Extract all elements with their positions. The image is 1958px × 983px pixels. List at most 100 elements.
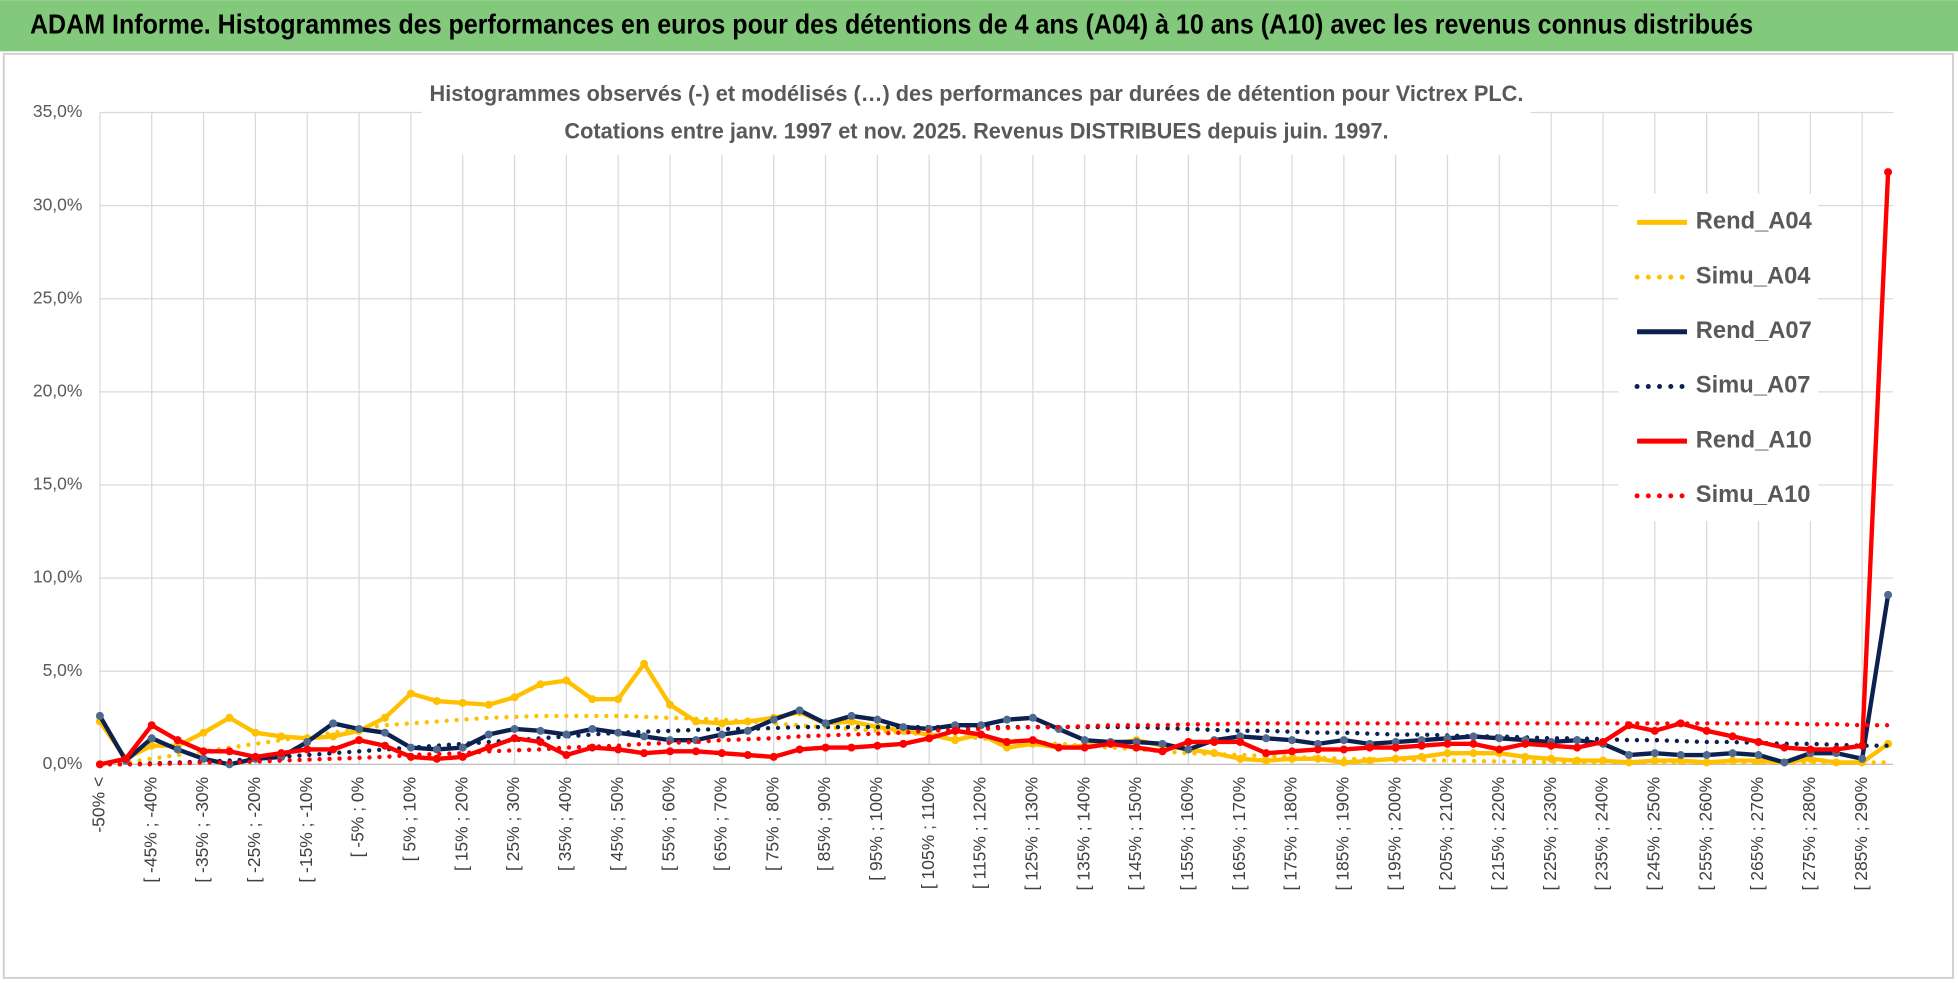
- x-tick-label: [ 225% ; 230%: [1540, 777, 1560, 891]
- data-point: [303, 738, 312, 746]
- data-point: [899, 739, 908, 748]
- data-point: [484, 700, 493, 709]
- x-tick-label: -50% <: [89, 777, 109, 833]
- data-point: [1495, 745, 1504, 754]
- data-point: [977, 730, 986, 739]
- data-point: [329, 745, 338, 754]
- data-point: [588, 724, 597, 733]
- y-tick-label: 35,0%: [33, 101, 83, 121]
- data-point: [925, 734, 934, 743]
- data-point: [147, 721, 156, 730]
- x-tick-label: [ 25% ; 30%: [503, 777, 523, 871]
- data-point: [873, 741, 882, 750]
- data-point: [303, 745, 312, 754]
- legend-label: Rend_A10: [1696, 427, 1812, 453]
- data-point: [1702, 726, 1711, 735]
- data-point: [355, 724, 364, 733]
- data-point: [1832, 745, 1841, 754]
- y-tick-label: 0,0%: [43, 753, 83, 773]
- data-point: [769, 752, 778, 761]
- x-tick-label: [ 45% ; 50%: [607, 777, 627, 871]
- data-point: [588, 743, 597, 752]
- data-point: [1262, 756, 1271, 765]
- data-point: [1624, 751, 1633, 760]
- series-line: [99, 172, 1891, 767]
- data-point: [640, 659, 649, 668]
- data-point: [1313, 739, 1322, 748]
- data-point: [1028, 736, 1037, 745]
- data-point: [743, 726, 752, 735]
- data-point: [951, 736, 960, 745]
- x-tick-label: [ 5% ; 10%: [400, 777, 420, 861]
- x-tick-label: [ 285% ; 290%: [1851, 777, 1871, 891]
- data-point: [1780, 743, 1789, 752]
- data-point: [562, 751, 571, 760]
- data-point: [1728, 749, 1737, 758]
- data-point: [847, 717, 856, 726]
- data-point: [1002, 738, 1011, 746]
- data-point: [1780, 758, 1789, 767]
- data-point: [251, 752, 260, 761]
- data-point: [199, 754, 208, 763]
- data-point: [1443, 749, 1452, 758]
- data-point: [1650, 749, 1659, 758]
- data-point: [1391, 738, 1400, 746]
- data-point: [1365, 743, 1374, 752]
- data-point: [899, 723, 908, 732]
- data-point: [1002, 715, 1011, 724]
- data-point: [640, 732, 649, 741]
- data-point: [510, 724, 519, 733]
- legend-label: Rend_A07: [1696, 318, 1812, 344]
- data-point: [1262, 734, 1271, 743]
- plot: [95, 168, 1893, 769]
- data-point: [614, 695, 623, 704]
- series-line: [98, 594, 1891, 767]
- data-point: [1236, 754, 1245, 763]
- x-tick-label: [ 185% ; 190%: [1332, 777, 1352, 891]
- x-tick-label: [ 195% ; 200%: [1384, 777, 1404, 891]
- x-tick-label: [ -15% ; -10%: [296, 777, 316, 883]
- grid: 0,0% 5,0% 10,0% 15,0% 20,0% 25,0% 30,0% 35,0% -5…: [33, 101, 1894, 891]
- data-point: [1495, 734, 1504, 743]
- data-point: [1236, 738, 1245, 746]
- chart-subtitle: Histogrammes observés (-) et modélisés (…: [430, 81, 1524, 106]
- y-tick-label: 30,0%: [33, 194, 83, 214]
- data-point: [1806, 745, 1815, 754]
- x-tick-label: [ 125% ; 130%: [1021, 777, 1041, 891]
- data-point: [717, 719, 726, 728]
- series-line: [97, 721, 1891, 767]
- data-point: [1754, 738, 1763, 746]
- x-tick-label: [ 155% ; 160%: [1177, 777, 1197, 891]
- data-point: [1080, 736, 1089, 745]
- data-point: [329, 732, 338, 741]
- data-point: [277, 732, 286, 741]
- data-point: [380, 713, 389, 722]
- data-point: [951, 721, 960, 730]
- data-point: [510, 734, 519, 743]
- data-point: [380, 728, 389, 737]
- data-point: [1754, 751, 1763, 760]
- data-point: [173, 736, 182, 745]
- legend: Rend_A04 Simu_A04 Rend_A07 Simu_A07 Rend_A10…: [1618, 193, 1819, 521]
- x-tick-label: [ 215% ; 220%: [1488, 777, 1508, 891]
- legend-label: Rend_A04: [1696, 209, 1813, 235]
- data-point: [277, 749, 286, 758]
- data-point: [1521, 752, 1530, 761]
- data-point: [1573, 743, 1582, 752]
- data-point: [1080, 743, 1089, 752]
- data-point: [406, 743, 415, 752]
- data-point: [1028, 713, 1037, 722]
- header-title: ADAM Informe. Histogrammes des performan…: [30, 9, 1753, 40]
- data-point: [484, 743, 493, 752]
- data-point: [1391, 743, 1400, 752]
- data-point: [1262, 749, 1271, 758]
- data-point: [1676, 751, 1685, 760]
- y-tick-label: 25,0%: [33, 287, 83, 307]
- data-point: [1443, 734, 1452, 743]
- data-point: [1469, 739, 1478, 748]
- data-point: [588, 695, 597, 704]
- x-tick-label: [ 135% ; 140%: [1073, 777, 1093, 891]
- data-point: [225, 713, 234, 722]
